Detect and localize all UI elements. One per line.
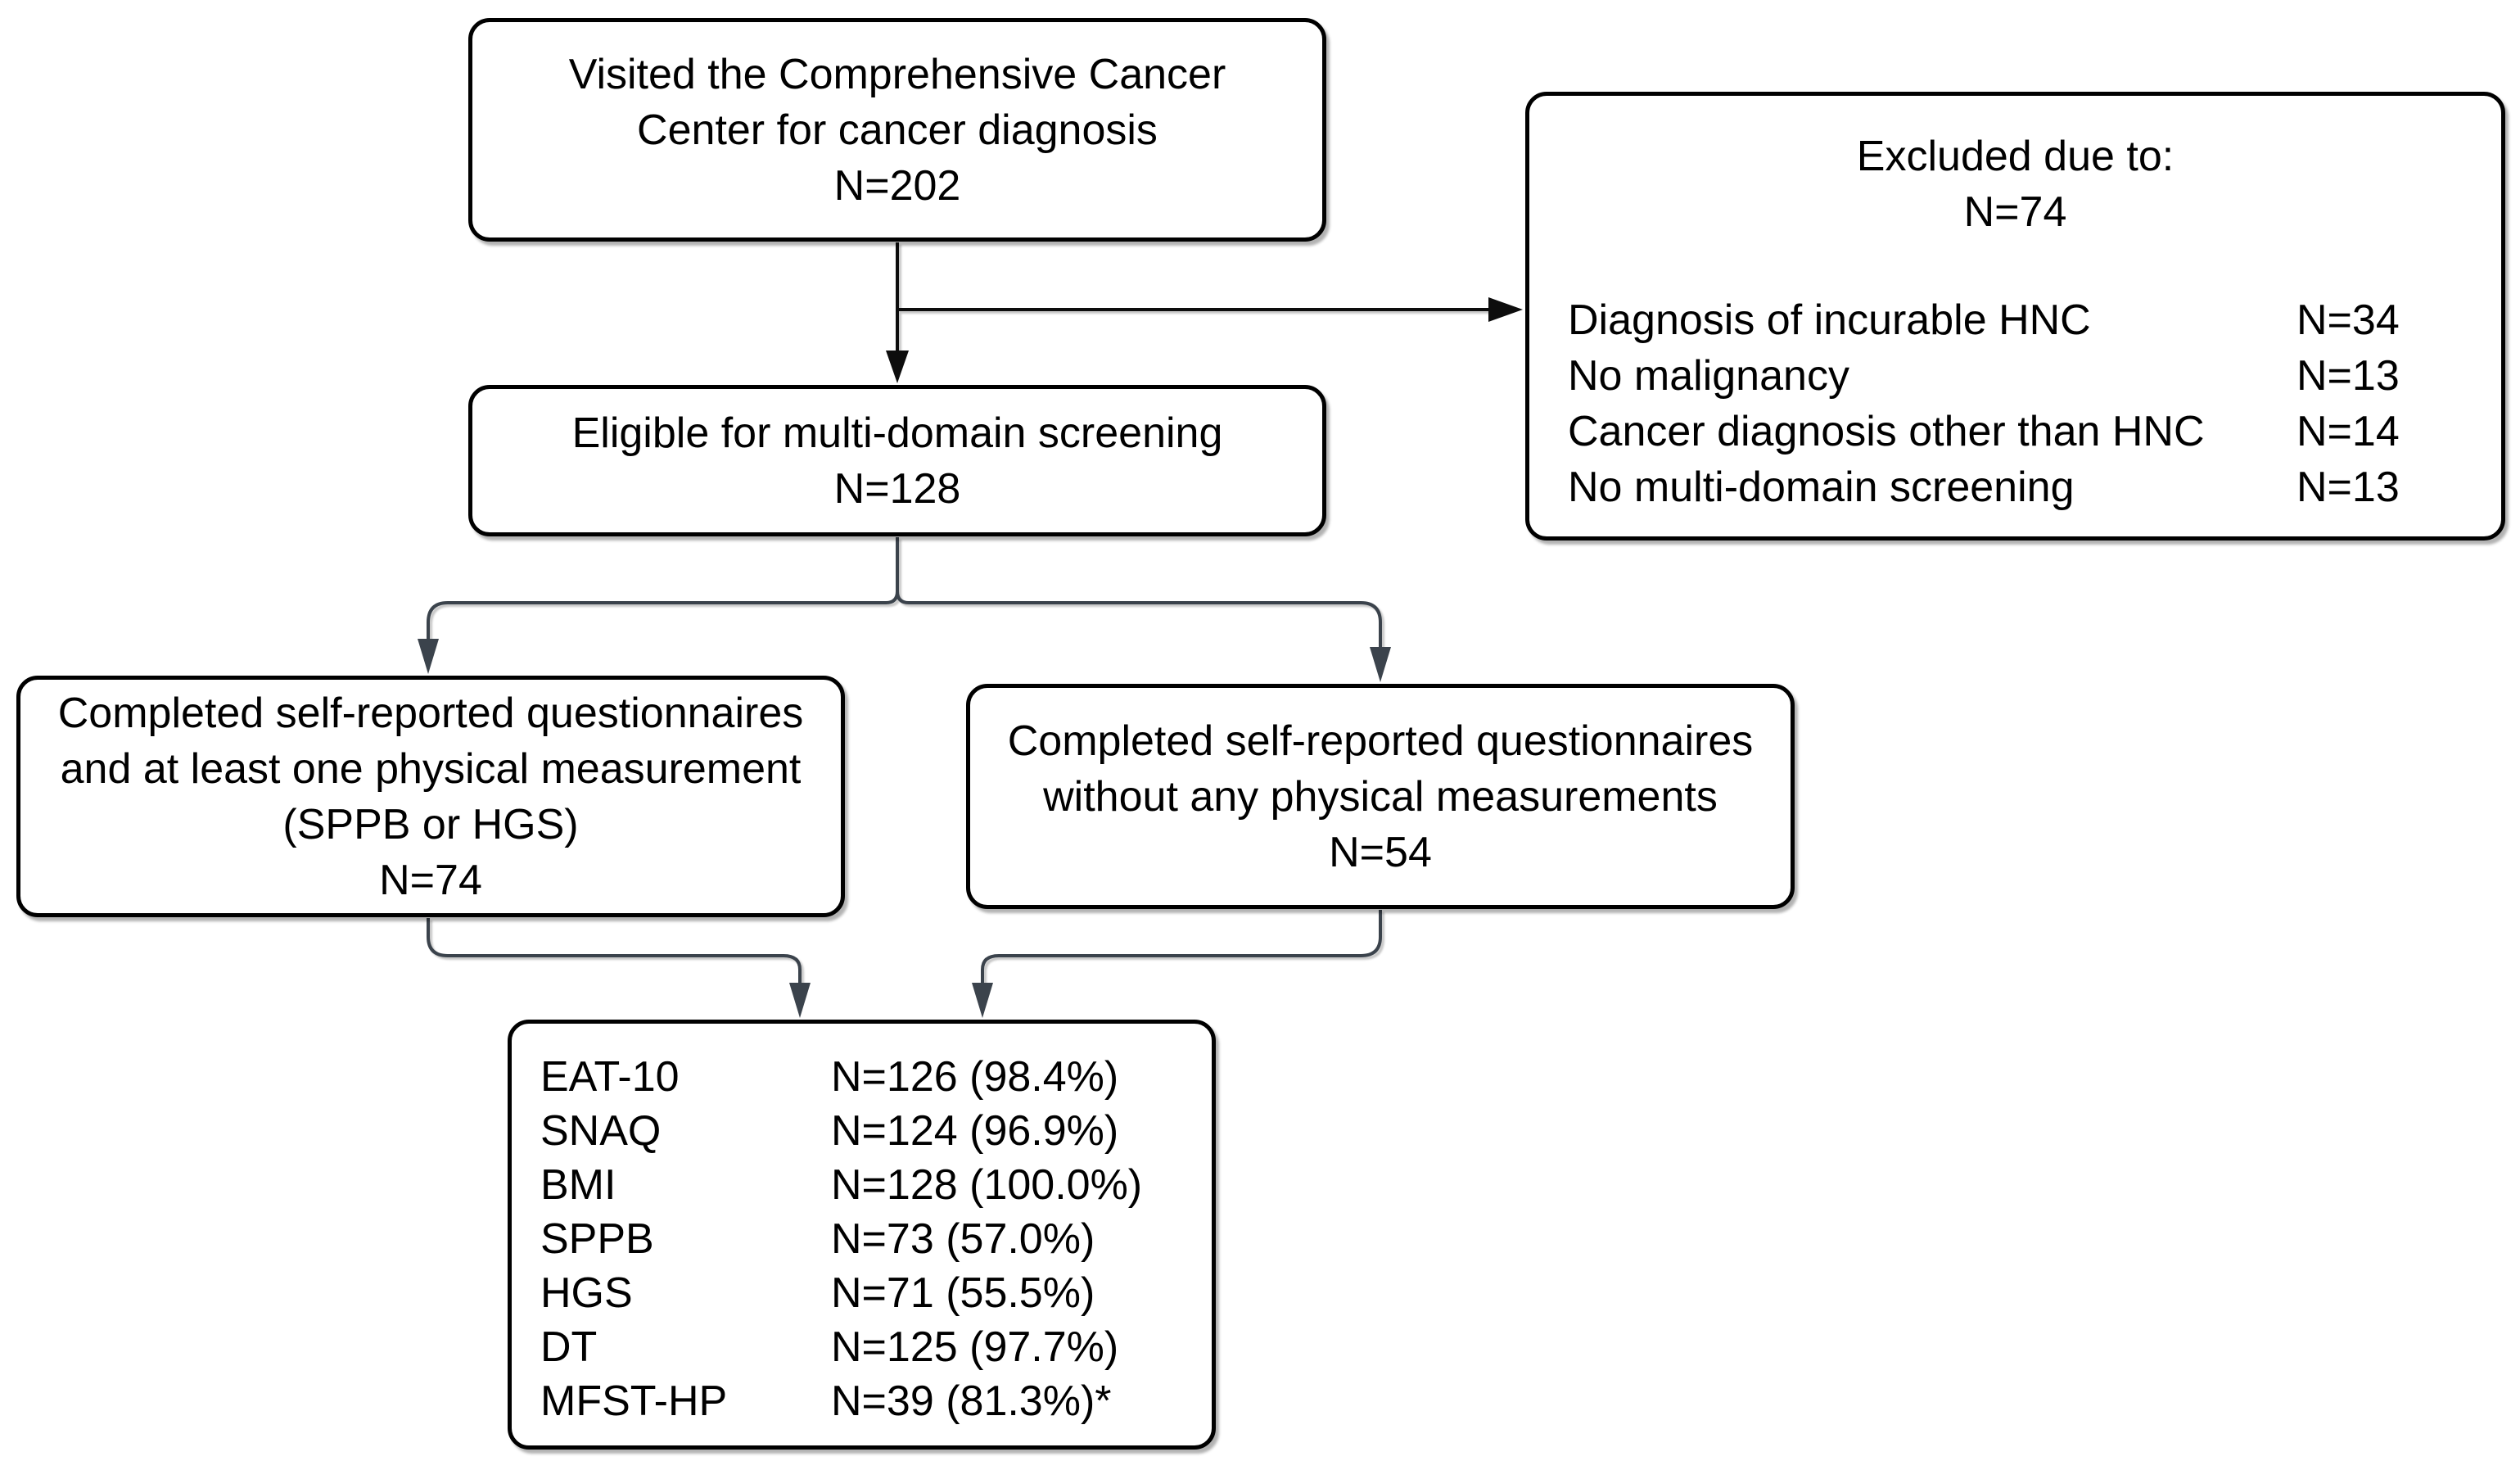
excluded-item-label: Cancer diagnosis other than HNC bbox=[1568, 408, 2205, 455]
node-eligible-box: Eligible for multi-domain screening N=12… bbox=[468, 385, 1326, 536]
node-with-physical-count: N=74 bbox=[379, 856, 482, 904]
connector-merge-right bbox=[981, 910, 1382, 984]
measure-label: SPPB bbox=[540, 1215, 654, 1263]
measure-value: N=39 (81.3%)* bbox=[831, 1377, 1112, 1425]
measure-row: EAT-10 N=126 (98.4%) bbox=[540, 1050, 1195, 1104]
node-with-physical-line: (SPPB or HGS) bbox=[282, 800, 579, 848]
node-measures-box: EAT-10 N=126 (98.4%) SNAQ N=124 (96.9%) … bbox=[508, 1020, 1216, 1450]
measure-row: SNAQ N=124 (96.9%) bbox=[540, 1104, 1195, 1158]
measure-value: N=126 (98.4%) bbox=[831, 1053, 1119, 1101]
excluded-item-label: Diagnosis of incurable HNC bbox=[1568, 296, 2091, 344]
excluded-item-value: N=13 bbox=[2296, 352, 2400, 400]
measure-label: HGS bbox=[540, 1269, 633, 1317]
node-without-physical-count: N=54 bbox=[1329, 828, 1432, 876]
excluded-item-label: No multi-domain screening bbox=[1568, 464, 2075, 511]
measure-value: N=125 (97.7%) bbox=[831, 1323, 1119, 1371]
node-without-physical-line: without any physical measurements bbox=[1043, 772, 1718, 821]
measure-label: MFST-HP bbox=[540, 1377, 728, 1425]
measure-row: HGS N=71 (55.5%) bbox=[540, 1266, 1195, 1320]
connector-merge-left bbox=[427, 918, 802, 984]
excluded-item-row: Cancer diagnosis other than HNC N=14 bbox=[1568, 404, 2485, 459]
node-visited-line: Visited the Comprehensive Cancer bbox=[568, 50, 1226, 98]
arrow-right-icon bbox=[1488, 297, 1523, 322]
measure-label: SNAQ bbox=[540, 1107, 662, 1155]
node-with-physical-line: and at least one physical measurement bbox=[60, 744, 802, 793]
node-with-physical-line: Completed self-reported questionnaires bbox=[57, 689, 804, 737]
measure-value: N=73 (57.0%) bbox=[831, 1215, 1095, 1263]
node-visited-count: N=202 bbox=[833, 161, 961, 210]
arrow-down-icon bbox=[789, 983, 811, 1018]
measure-label: DT bbox=[540, 1323, 598, 1371]
measure-row: BMI N=128 (100.0%) bbox=[540, 1158, 1195, 1212]
node-eligible-line: Eligible for multi-domain screening bbox=[571, 409, 1223, 457]
arrow-down-icon bbox=[418, 639, 439, 674]
arrow-down-icon bbox=[886, 351, 909, 383]
excluded-spacer bbox=[1568, 240, 2485, 292]
measure-row: DT N=125 (97.7%) bbox=[540, 1320, 1195, 1374]
node-without-physical-box: Completed self-reported questionnaires w… bbox=[966, 684, 1795, 909]
excluded-item-value: N=34 bbox=[2296, 296, 2400, 344]
node-without-physical-line: Completed self-reported questionnaires bbox=[1007, 717, 1754, 765]
arrow-down-icon bbox=[1370, 647, 1391, 682]
arrow-down-icon bbox=[972, 983, 993, 1018]
excluded-item-value: N=13 bbox=[2296, 464, 2400, 511]
excluded-title: Excluded due to: bbox=[1856, 133, 2175, 180]
measure-value: N=124 (96.9%) bbox=[831, 1107, 1119, 1155]
node-visited-line: Center for cancer diagnosis bbox=[637, 106, 1158, 154]
node-eligible-count: N=128 bbox=[833, 464, 961, 513]
connector-split-right bbox=[896, 590, 1382, 649]
node-excluded-box: Excluded due to: N=74 Diagnosis of incur… bbox=[1525, 92, 2505, 541]
excluded-count: N=74 bbox=[1963, 188, 2067, 236]
excluded-item-row: No malignancy N=13 bbox=[1568, 348, 2485, 404]
excluded-item-value: N=14 bbox=[2296, 408, 2400, 455]
measure-row: MFST-HP N=39 (81.3%)* bbox=[540, 1374, 1195, 1428]
measure-label: EAT-10 bbox=[540, 1053, 680, 1101]
excluded-item-row: No multi-domain screening N=13 bbox=[1568, 459, 2485, 515]
measure-row: SPPB N=73 (57.0%) bbox=[540, 1212, 1195, 1266]
excluded-item-label: No malignancy bbox=[1568, 352, 1849, 400]
measure-label: BMI bbox=[540, 1161, 616, 1209]
node-with-physical-box: Completed self-reported questionnaires a… bbox=[16, 676, 845, 917]
connector-split-left bbox=[427, 590, 899, 640]
measure-value: N=128 (100.0%) bbox=[831, 1161, 1143, 1209]
excluded-item-row: Diagnosis of incurable HNC N=34 bbox=[1568, 292, 2485, 348]
measure-value: N=71 (55.5%) bbox=[831, 1269, 1095, 1317]
node-visited-box: Visited the Comprehensive Cancer Center … bbox=[468, 18, 1326, 242]
